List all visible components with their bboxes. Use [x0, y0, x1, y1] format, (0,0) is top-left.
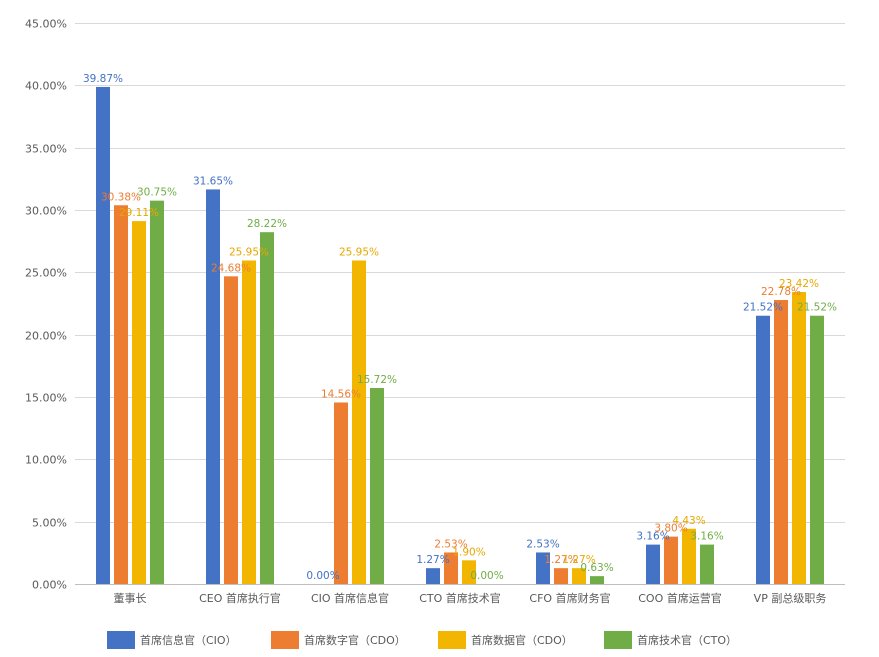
data-labels: 39.87% 30.38% 29.11% 30.75% 31.65% 24.68% 25.9…	[83, 73, 837, 582]
data-label: 1.27%	[416, 554, 449, 566]
legend-label: 首席数据官（CDO）	[471, 633, 573, 647]
data-label: 21.52%	[743, 302, 783, 314]
data-label: 31.65%	[193, 175, 233, 187]
x-axis-categories: 董事长 CEO 首席执行官 CIO 首席信息官 CTO 首席技术官 CFO 首席财务官 C…	[114, 591, 827, 605]
bar	[96, 86, 110, 584]
data-label: 2.53%	[526, 538, 559, 550]
bar	[646, 544, 660, 584]
legend-label: 首席数字官（CDO）	[304, 633, 406, 647]
y-tick-label: 5.00%	[32, 517, 67, 530]
legend-label: 首席技术官（CTO）	[637, 633, 737, 647]
legend-swatch	[271, 631, 299, 649]
legend-label: 首席信息官（CIO）	[140, 633, 237, 647]
bar	[444, 552, 458, 584]
data-label: 30.75%	[137, 187, 177, 199]
data-label: 3.16%	[690, 531, 723, 543]
bar	[664, 536, 678, 584]
data-label: 3.80%	[654, 523, 687, 535]
data-label: 4.43%	[672, 515, 705, 527]
data-label: 0.63%	[580, 562, 613, 574]
y-tick-label: 20.00%	[25, 330, 67, 343]
y-tick-label: 25.00%	[25, 267, 67, 280]
data-label: 1.27%	[562, 554, 595, 566]
bar	[810, 315, 824, 584]
bars	[96, 86, 824, 584]
data-label: 1.90%	[452, 546, 485, 558]
data-label: 14.56%	[321, 388, 361, 400]
data-label: 30.38%	[101, 191, 141, 203]
bar	[206, 189, 220, 584]
y-tick-label: 15.00%	[25, 392, 67, 405]
bar	[224, 276, 238, 584]
y-axis-ticks: 0.00% 5.00% 10.00% 15.00% 20.00% 25.00% 30.00%…	[25, 18, 67, 592]
bar	[682, 528, 696, 584]
data-label: 21.52%	[797, 302, 837, 314]
bar	[242, 260, 256, 584]
bar	[700, 544, 714, 584]
bar	[260, 232, 274, 584]
bar	[334, 402, 348, 584]
category-label: CTO 首席技术官	[419, 591, 501, 605]
data-label: 0.00%	[306, 570, 339, 582]
bar	[150, 200, 164, 584]
legend-swatch	[604, 631, 632, 649]
data-label: 28.22%	[247, 218, 287, 230]
bar	[114, 205, 128, 584]
data-label: 39.87%	[83, 73, 123, 85]
category-label: CFO 首席财务官	[529, 591, 610, 605]
y-tick-label: 35.00%	[25, 143, 67, 156]
y-tick-label: 40.00%	[25, 80, 67, 93]
category-label: COO 首席运营官	[638, 591, 722, 605]
bar	[572, 568, 586, 584]
data-label: 24.68%	[211, 262, 251, 274]
bar	[756, 315, 770, 584]
data-label: 25.95%	[229, 246, 269, 258]
data-label: 3.16%	[636, 531, 669, 543]
bar	[590, 576, 604, 584]
bar	[774, 300, 788, 584]
data-label: 1.27%	[544, 554, 577, 566]
y-tick-label: 45.00%	[25, 18, 67, 31]
data-label: 2.53%	[434, 538, 467, 550]
bar	[554, 568, 568, 584]
bar	[370, 388, 384, 584]
category-label: VP 副总级职务	[754, 591, 827, 605]
category-label: CEO 首席执行官	[199, 591, 281, 605]
data-label: 25.95%	[339, 246, 379, 258]
data-label: 0.00%	[470, 570, 503, 582]
gridlines	[75, 23, 845, 585]
legend: 首席信息官（CIO） 首席数字官（CDO） 首席数据官（CDO） 首席技术官（CTO）	[107, 631, 737, 649]
y-tick-label: 0.00%	[32, 579, 67, 592]
category-label: CIO 首席信息官	[311, 591, 389, 605]
data-label: 23.42%	[779, 278, 819, 290]
legend-swatch	[438, 631, 466, 649]
bar	[536, 552, 550, 584]
category-label: 董事长	[114, 592, 147, 605]
data-label: 29.11%	[119, 207, 159, 219]
data-label: 15.72%	[357, 374, 397, 386]
y-tick-label: 30.00%	[25, 205, 67, 218]
bar	[792, 292, 806, 584]
bar	[132, 221, 146, 584]
y-tick-label: 10.00%	[25, 454, 67, 467]
bar	[426, 568, 440, 584]
legend-swatch	[107, 631, 135, 649]
bar	[462, 560, 476, 584]
data-label: 22.78%	[761, 286, 801, 298]
bar	[352, 260, 366, 584]
